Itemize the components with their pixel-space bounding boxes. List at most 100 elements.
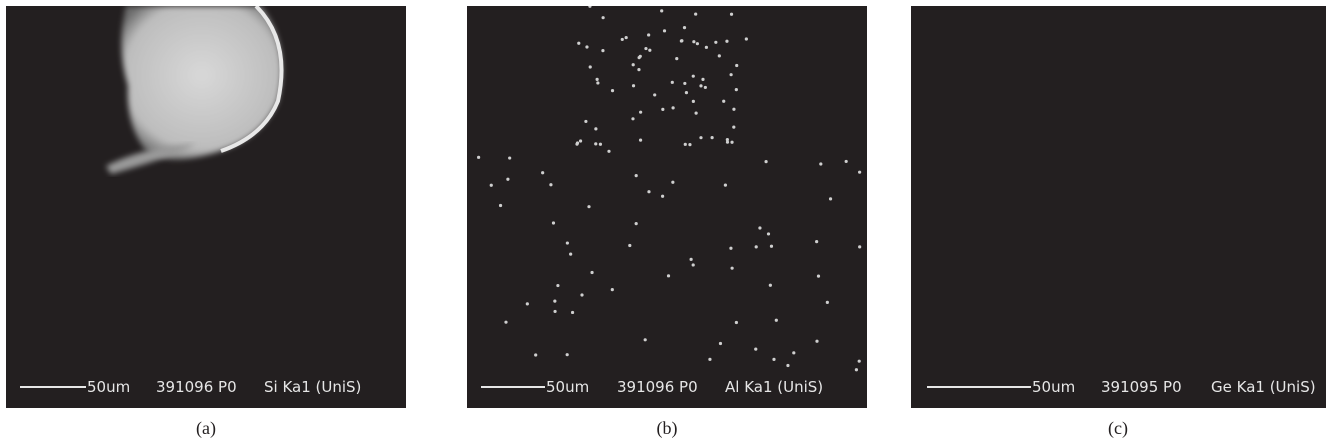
- al-dot: [769, 244, 774, 248]
- map-id: 391096 P0: [156, 378, 237, 396]
- al-dot: [689, 257, 693, 261]
- al-dot: [631, 63, 635, 67]
- al-dot: [638, 54, 642, 58]
- al-dot: [734, 320, 738, 325]
- al-dot: [601, 16, 605, 20]
- al-dot: [631, 117, 635, 121]
- caption: (c): [1108, 418, 1128, 438]
- al-dot: [734, 88, 738, 92]
- scale-label: 50um: [546, 378, 589, 396]
- al-image: 50um 391096 P0 Al Ka1 (UniS): [477, 6, 862, 396]
- al-dot: [551, 221, 556, 225]
- al-dot: [754, 245, 758, 249]
- al-dot: [730, 140, 734, 144]
- al-dot: [662, 29, 667, 33]
- al-dot: [588, 65, 592, 69]
- al-dot: [735, 63, 739, 68]
- al-dot: [660, 194, 665, 198]
- si-particle: [121, 6, 282, 160]
- al-dot: [634, 174, 638, 178]
- al-dot: [683, 81, 687, 86]
- si-image: 50um 391096 P0 Si Ka1 (UniS): [20, 6, 361, 396]
- al-dot: [553, 299, 557, 303]
- ge-image: 50um 391095 P0 Ge Ka1 (UniS): [927, 378, 1316, 396]
- al-dot: [717, 54, 721, 58]
- al-dot: [666, 274, 671, 278]
- al-dot: [639, 110, 643, 114]
- al-dot: [723, 183, 728, 187]
- al-dot: [768, 283, 772, 287]
- al-dot: [647, 190, 651, 194]
- al-dot: [596, 81, 600, 85]
- al-dot: [792, 351, 796, 355]
- al-dot: [675, 56, 679, 61]
- al-dot: [577, 41, 581, 45]
- al-dot: [575, 142, 579, 146]
- si-map: 50um 391096 P0 Si Ka1 (UniS): [6, 6, 406, 408]
- al-dot: [587, 205, 591, 209]
- al-dot: [553, 309, 557, 314]
- signal-label: Al Ka1 (UniS): [725, 378, 823, 396]
- al-dot: [744, 37, 748, 41]
- al-dot: [624, 35, 628, 40]
- al-dot: [729, 12, 734, 16]
- al-dot: [607, 149, 611, 153]
- al-dot: [590, 270, 594, 275]
- al-dot: [858, 245, 862, 249]
- al-dot: [671, 180, 675, 184]
- al-dot: [508, 156, 512, 160]
- al-dot: [683, 142, 687, 146]
- ge-map: 50um 391095 P0 Ge Ka1 (UniS): [911, 6, 1326, 408]
- al-dot: [786, 363, 790, 368]
- al-dot: [754, 347, 758, 351]
- al-dot: [730, 266, 734, 270]
- al-dot: [580, 293, 584, 297]
- al-dot: [610, 89, 615, 93]
- scale-label: 50um: [1032, 378, 1075, 396]
- al-dot: [694, 12, 698, 16]
- al-dot: [670, 80, 674, 84]
- al-dot: [844, 159, 848, 164]
- al-dot: [729, 73, 733, 77]
- al-dot: [815, 339, 819, 343]
- al-dot: [594, 127, 598, 131]
- al-dot: [772, 357, 776, 361]
- al-dot: [601, 49, 605, 53]
- al-dot: [584, 119, 588, 124]
- al-dot: [825, 300, 829, 304]
- particle-rim: [220, 6, 284, 153]
- map-id: 391095 P0: [1101, 378, 1182, 396]
- al-map: 50um 391096 P0 Al Ka1 (UniS): [467, 6, 867, 408]
- al-dot: [653, 93, 657, 97]
- al-dot: [764, 159, 768, 164]
- signal-label: Ge Ka1 (UniS): [1211, 378, 1316, 396]
- al-dot: [714, 40, 718, 44]
- al-dot: [699, 84, 703, 88]
- al-dot: [816, 274, 821, 278]
- al-dot: [815, 240, 819, 244]
- al-dot: [570, 310, 575, 315]
- al-dot: [610, 288, 614, 292]
- al-dot: [708, 357, 712, 361]
- al-dot: [828, 197, 833, 201]
- al-dot: [498, 203, 503, 208]
- al-dot: [699, 136, 703, 140]
- al-dot: [725, 39, 729, 43]
- al-dot: [692, 40, 696, 44]
- al-dot: [506, 177, 510, 181]
- al-dot: [489, 183, 493, 187]
- al-dot: [695, 42, 699, 46]
- al-dot: [541, 171, 545, 175]
- al-dot: [710, 136, 714, 140]
- al-dot: [858, 170, 862, 174]
- al-dot: [585, 45, 589, 49]
- al-dot: [718, 341, 723, 346]
- al-dot: [534, 353, 538, 357]
- al-dot: [594, 142, 598, 146]
- al-dot: [660, 9, 664, 13]
- al-dot: [725, 140, 730, 144]
- al-dot: [691, 263, 695, 267]
- al-dot: [631, 84, 636, 88]
- al-dot: [732, 125, 736, 129]
- al-dot: [647, 33, 651, 37]
